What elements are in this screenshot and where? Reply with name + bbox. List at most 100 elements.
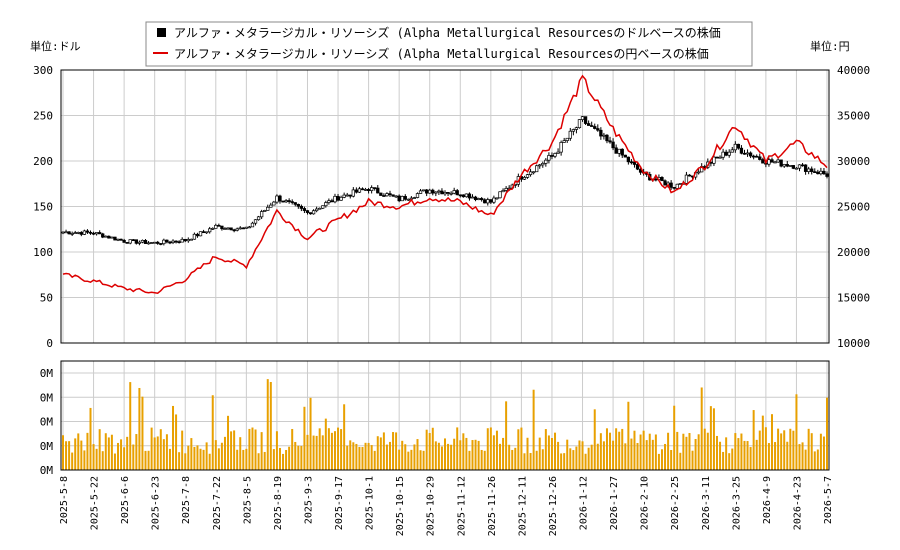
volume-bar [260,432,263,470]
volume-bar [691,450,694,470]
volume-bar [382,432,385,470]
right-unit-label: 単位:円 [810,39,850,53]
candle-body [330,200,334,203]
candle-body [825,173,829,177]
candle-body [461,194,465,198]
candle-body [229,227,233,231]
volume-bar [813,451,816,470]
candle-body [752,155,756,158]
x-tick-label: 2026-4-23 [792,476,803,530]
volume-bar [333,431,336,470]
volume-bar [450,444,453,470]
candle-body [428,189,432,194]
volume-bar [153,437,156,470]
candle-body [541,162,545,166]
candle-body [620,148,624,156]
candle-body [583,116,588,124]
volume-bar [639,434,642,470]
candle-body [296,204,300,207]
volume-bar [248,428,251,470]
candle-body [168,241,172,244]
volume-bar [162,439,165,470]
candle-body [434,191,438,194]
candle-body [370,187,374,191]
x-axis: 2025-5-8 2025-5-22 2025-6-6 2025-6-23 2025-7… [59,476,834,536]
volume-bar [804,449,807,470]
volume-bar [587,447,590,470]
left-axis: 0 50 100 150 200 250 300 [33,64,53,350]
candle-body [195,233,200,237]
candle-body [159,243,163,245]
candle-body [736,143,741,149]
candle-body [214,224,218,229]
volume-bar [508,444,511,470]
volume-bar [489,427,492,470]
candle-body [305,210,310,213]
volume-bar [593,409,596,470]
volume-bar [703,428,706,470]
volume-bar [667,432,670,470]
volume-bar [315,435,318,470]
candle-body [727,151,731,156]
volume-bar [462,433,465,470]
volume-bar [297,445,300,470]
volume-bar [352,442,355,470]
candle-body [146,242,151,245]
volume-bar [685,436,688,470]
volume-bar [254,429,257,470]
candle-body [284,200,288,203]
volume-bar [395,432,398,470]
volume-bar [731,448,734,470]
candle-body [669,182,673,188]
candle-body [678,183,682,185]
volume-bar [269,382,272,470]
volume-bar [144,450,147,470]
candle-body [403,196,407,200]
candle-body [217,224,221,227]
right-tick-label: 15000 [837,292,870,305]
volume-bar [65,441,68,470]
volume-bar [199,448,202,470]
volume-bar [636,442,639,470]
legend-usd-marker [157,28,166,37]
volume-bar [190,438,193,470]
candle-body [458,194,462,197]
volume-bar [495,430,498,470]
volume-bar [700,387,703,470]
candle-body [593,126,597,129]
candle-body [373,187,377,189]
candle-body [82,230,87,235]
candle-body [718,156,722,159]
candle-body [101,233,105,238]
volume-bar [168,448,171,470]
candle-body [437,190,441,193]
volume-bar [618,431,621,470]
candle-body [782,164,786,167]
candle-body [525,174,530,178]
x-tick-label: 2026-3-11 [701,476,712,530]
legend-box [145,21,753,67]
candle-body [302,208,307,211]
x-tick-label: 2025-12-26 [548,476,559,536]
x-tick-label: 2025-11-12 [456,476,467,536]
candle-body [198,231,203,237]
candle-body [819,170,823,175]
candle-body [467,193,472,199]
candle-body [131,239,135,242]
candle-body [201,231,206,234]
volume-bar [306,434,309,470]
volume-bar [550,438,553,470]
volume-bar [110,434,113,470]
candle-body [180,238,184,243]
volume-bar [98,429,101,470]
candle-body [107,235,111,239]
candle-body [250,222,255,228]
candle-body [443,192,447,195]
candle-body [211,227,215,230]
volume-bar [385,444,388,470]
candle-body [535,165,539,173]
candle-body [590,125,594,127]
candle-body [85,230,90,233]
volume-bar [709,406,712,470]
candle-body [800,164,805,167]
